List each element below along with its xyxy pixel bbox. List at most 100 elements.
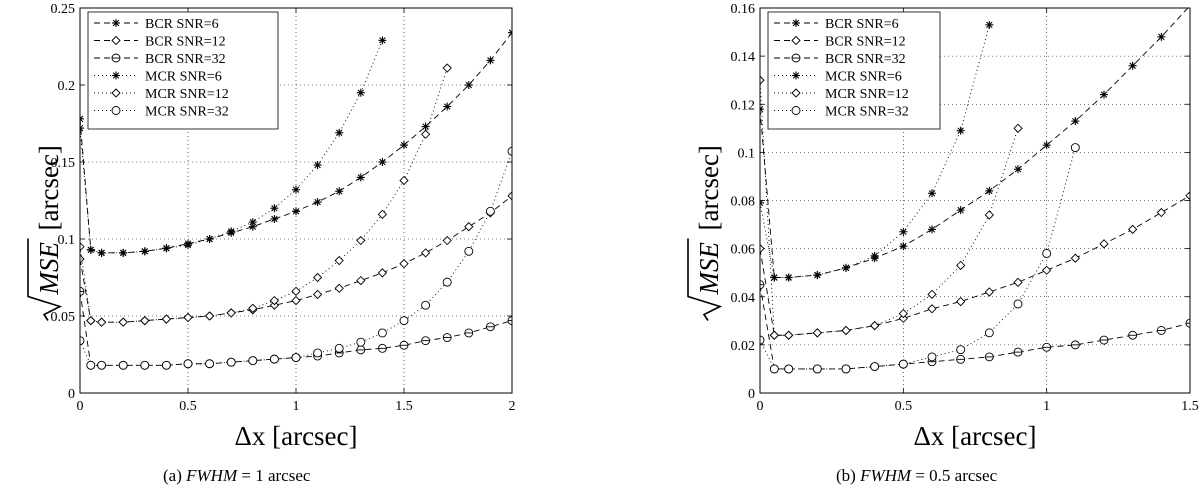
data-point [1013,347,1023,357]
legend-item: BCR SNR=32 [774,52,906,67]
data-point [760,243,765,254]
data-point [812,328,822,338]
data-point [356,88,365,97]
data-point [86,360,96,370]
data-point [1156,325,1166,335]
data-point [377,268,388,278]
data-point [313,161,322,170]
data-point [760,75,765,85]
data-point [1100,90,1108,99]
data-point [870,362,880,371]
data-point [841,364,851,374]
data-point [96,317,107,327]
data-point [420,248,431,258]
data-point [86,315,96,326]
data-point [442,63,452,73]
caption-a: (a) FWHM = 1 arcsec [163,466,310,486]
data-point [227,227,236,236]
series-mcr-snr-12 [760,75,1023,340]
y-tick-label: 0.1 [738,146,756,161]
data-point [898,359,908,369]
y-axis-label: MSE [arcsec] [687,145,724,321]
x-tick-label: 0 [77,399,84,414]
data-point [870,251,879,260]
data-point [464,222,474,232]
data-point [813,271,822,280]
data-point [769,330,779,340]
data-point [1128,224,1138,235]
data-point [442,277,452,287]
data-point [1013,277,1023,287]
data-point [269,295,280,306]
y-tick-label: 0.25 [51,2,76,17]
y-tick-label: 0 [68,387,75,402]
data-point [956,206,965,215]
data-point [784,364,794,374]
data-point [118,317,128,327]
legend-marker [791,88,801,98]
data-point [928,189,936,198]
data-point [485,322,495,332]
data-point [356,337,366,347]
chart-b: 0 0.5 1 1.5 0 0.02 0.04 0.06 0.08 0.1 0.12 0.14 0.16… [687,2,1199,451]
data-point [898,313,908,324]
legend-item: MCR SNR=12 [94,87,229,102]
data-point [442,235,452,246]
data-point [226,308,236,318]
data-point [1156,207,1166,218]
data-point [183,359,193,369]
legend-item: MCR SNR=12 [774,87,909,102]
data-point [507,146,512,156]
x-axis-label: Δx [arcsec] [913,421,1036,451]
data-point [292,207,300,216]
data-point [377,343,387,353]
data-point [1042,141,1051,150]
x-tick-label: 1.5 [395,399,413,414]
data-point [248,303,258,313]
data-point [184,241,192,250]
data-point [442,333,452,343]
data-point [1071,117,1080,126]
data-point [985,20,994,29]
caption-a-label: (a) [163,466,182,485]
legend-label: MCR SNR=32 [825,105,909,120]
data-point [760,335,765,345]
series-bcr-snr-12 [760,191,1190,340]
data-point [812,364,822,374]
plot-area [80,28,512,370]
data-point [162,244,171,253]
x-tick-label: 1 [1043,399,1050,414]
data-point [1070,253,1080,263]
legend-marker [791,53,801,63]
series-mcr-snr-32 [80,146,512,370]
data-point [485,206,495,216]
y-tick-label: 0.14 [731,50,756,65]
data-point [118,360,128,370]
data-point [985,186,994,195]
legend-label: BCR SNR=32 [145,52,226,67]
data-point [870,320,880,331]
data-point [956,354,966,364]
data-point [1070,143,1080,153]
x-axis-label: Δx [arcsec] [234,421,357,451]
caption-b-rest: = 0.5 arcsec [915,466,998,485]
data-point [313,348,323,358]
data-point [400,141,408,150]
y-tick-label: 0.02 [731,339,756,354]
data-point [119,248,128,257]
data-point [984,210,994,220]
series-line [760,24,990,278]
series-line [760,284,1190,370]
data-point [464,246,474,256]
data-point [205,235,214,243]
legend-item: BCR SNR=12 [774,35,906,50]
data-point [784,330,794,340]
legend-marker [791,106,801,115]
data-point [507,316,512,326]
series-line [80,32,512,254]
data-point [784,273,793,282]
series-mcr-snr-6 [760,20,994,282]
data-point [270,214,279,223]
data-point [1014,165,1022,174]
legend-marker [112,19,120,27]
